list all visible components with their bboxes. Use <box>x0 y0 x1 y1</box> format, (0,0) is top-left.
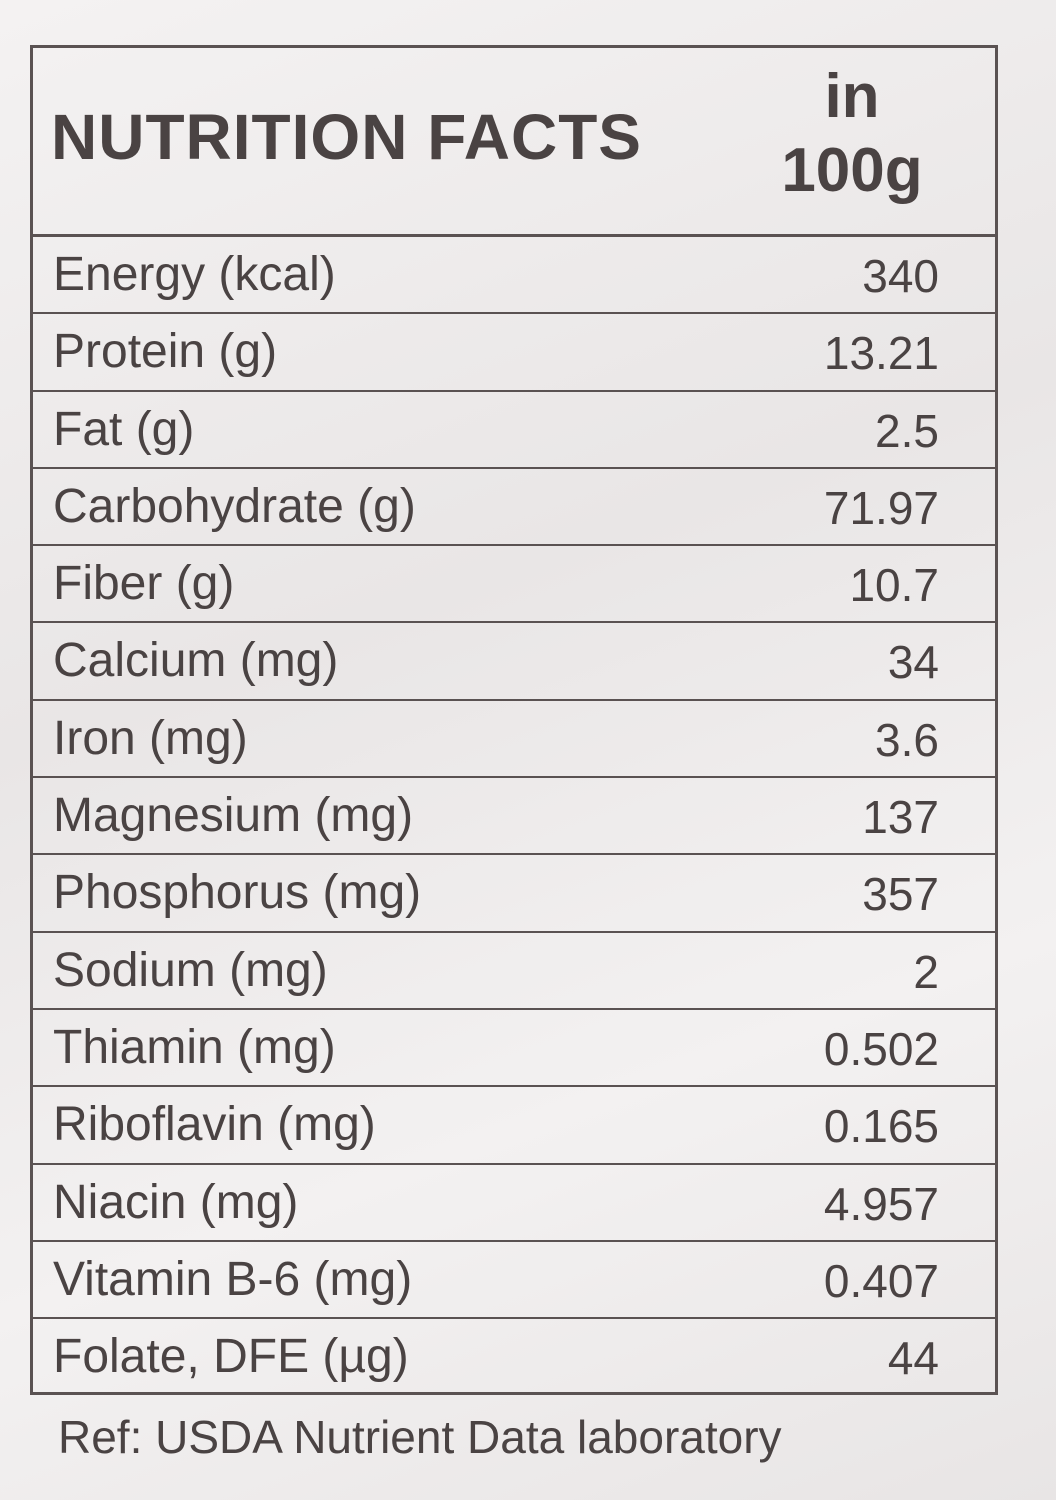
nutrient-value: 2.5 <box>875 404 939 457</box>
nutrient-name: Fat (g) <box>53 402 195 456</box>
table-row: Calcium (mg) 34 <box>33 623 995 701</box>
nutrient-name: Fiber (g) <box>53 557 235 611</box>
table-row: Carbohydrate (g) 71.97 <box>33 469 995 547</box>
nutrient-value: 357 <box>862 868 939 921</box>
nutrient-value: 0.407 <box>823 1254 939 1307</box>
nutrient-value: 340 <box>862 250 939 302</box>
nutrient-name: Carbohydrate (g) <box>53 479 416 533</box>
per-line: in <box>824 62 880 131</box>
table-row: Niacin (mg) 4.957 <box>33 1165 995 1242</box>
table-row: Sodium (mg) 2 <box>33 933 995 1010</box>
nutrient-name: Sodium (mg) <box>53 943 328 997</box>
table-row: Fat (g) 2.5 <box>33 392 995 469</box>
table-row: Protein (g) 13.21 <box>33 314 995 392</box>
table-row: Vitamin B-6 (mg) 0.407 <box>33 1242 995 1320</box>
nutrient-value: 71.97 <box>823 481 939 534</box>
nutrient-name: Energy (kcal) <box>53 248 336 301</box>
nutrient-name: Folate, DFE (µg) <box>53 1330 409 1384</box>
nutrient-value: 0.165 <box>823 1100 939 1153</box>
table-row: Energy (kcal) 340 <box>33 237 995 315</box>
per-amount: in 100g <box>767 60 937 208</box>
table-header: NUTRITION FACTS in 100g <box>33 48 995 237</box>
table-row: Magnesium (mg) 137 <box>33 778 995 856</box>
nutrient-name: Thiamin (mg) <box>53 1020 336 1074</box>
nutrition-table: NUTRITION FACTS in 100g Energy (kcal) 340… <box>30 45 998 1395</box>
nutrient-name: Riboflavin (mg) <box>53 1098 376 1152</box>
nutrient-name: Iron (mg) <box>53 711 248 765</box>
nutrient-name: Niacin (mg) <box>53 1175 299 1229</box>
nutrient-value: 0.502 <box>823 1022 939 1075</box>
nutrient-value: 10.7 <box>849 559 939 612</box>
nutrient-value: 2 <box>913 945 939 998</box>
nutrient-name: Calcium (mg) <box>53 634 339 688</box>
nutrient-value: 137 <box>862 791 939 844</box>
nutrient-value: 44 <box>887 1332 939 1385</box>
table-row: Folate, DFE (µg) 44 <box>33 1319 995 1396</box>
nutrient-name: Magnesium (mg) <box>53 789 414 843</box>
nutrient-value: 4.957 <box>823 1177 939 1230</box>
table-row: Riboflavin (mg) 0.165 <box>33 1087 995 1165</box>
table-row: Iron (mg) 3.6 <box>33 701 995 779</box>
nutrient-value: 13.21 <box>823 327 939 380</box>
nutrient-name: Vitamin B-6 (mg) <box>53 1252 413 1306</box>
nutrient-value: 34 <box>887 636 939 689</box>
title: NUTRITION FACTS <box>51 101 642 173</box>
table-row: Phosphorus (mg) 357 <box>33 855 995 933</box>
rows: Energy (kcal) 340 Protein (g) 13.21 Fat (g) 2… <box>33 237 995 1396</box>
per-line: 100g <box>781 136 923 205</box>
nutrient-name: Protein (g) <box>53 325 278 379</box>
nutrient-value: 3.6 <box>875 713 939 766</box>
reference: Ref: USDA Nutrient Data laboratory <box>58 1411 782 1463</box>
nutrient-name: Phosphorus (mg) <box>53 866 422 920</box>
table-row: Fiber (g) 10.7 <box>33 546 995 624</box>
table-row: Thiamin (mg) 0.502 <box>33 1010 995 1088</box>
